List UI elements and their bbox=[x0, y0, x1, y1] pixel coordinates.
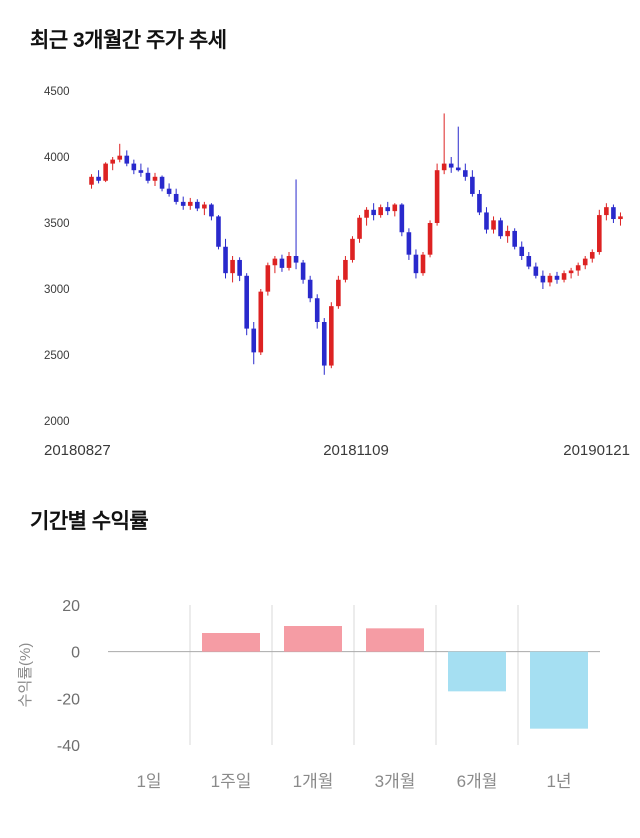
svg-text:3개월: 3개월 bbox=[375, 772, 416, 791]
returns-chart-title: 기간별 수익률 bbox=[30, 510, 149, 534]
svg-text:20180827: 20180827 bbox=[44, 442, 111, 459]
svg-text:4000: 4000 bbox=[44, 152, 70, 164]
returns-bar-chart: 20 0 -20 -40 수익률(%) 1일 1주일 1개월 3개월 6개월 1년 bbox=[17, 598, 600, 791]
svg-text:-40: -40 bbox=[57, 738, 80, 755]
svg-text:1주일: 1주일 bbox=[211, 772, 252, 791]
svg-text:20: 20 bbox=[62, 598, 80, 615]
svg-text:6개월: 6개월 bbox=[457, 772, 498, 791]
svg-text:2000: 2000 bbox=[44, 416, 70, 428]
svg-text:-20: -20 bbox=[57, 692, 80, 709]
price-chart-title: 최근 3개월간 주가 추세 bbox=[30, 29, 227, 52]
svg-text:3500: 3500 bbox=[44, 218, 70, 230]
svg-text:1년: 1년 bbox=[546, 772, 571, 791]
svg-text:1일: 1일 bbox=[136, 772, 161, 791]
price-candlestick-chart: 4500 4000 3500 3000 2500 2000 20180827 20181109… bbox=[44, 86, 630, 459]
svg-text:2500: 2500 bbox=[44, 350, 70, 362]
svg-text:1개월: 1개월 bbox=[293, 772, 334, 791]
svg-text:3000: 3000 bbox=[44, 284, 70, 296]
svg-text:4500: 4500 bbox=[44, 86, 70, 98]
svg-text:20190121: 20190121 bbox=[563, 442, 630, 459]
stock-report-page: 최근 3개월간 주가 추세 4500 4000 3500 3000 2500 2000 20… bbox=[0, 28, 640, 810]
svg-text:수익률(%): 수익률(%) bbox=[17, 643, 34, 708]
svg-text:20181109: 20181109 bbox=[323, 442, 389, 459]
svg-text:0: 0 bbox=[71, 645, 80, 662]
